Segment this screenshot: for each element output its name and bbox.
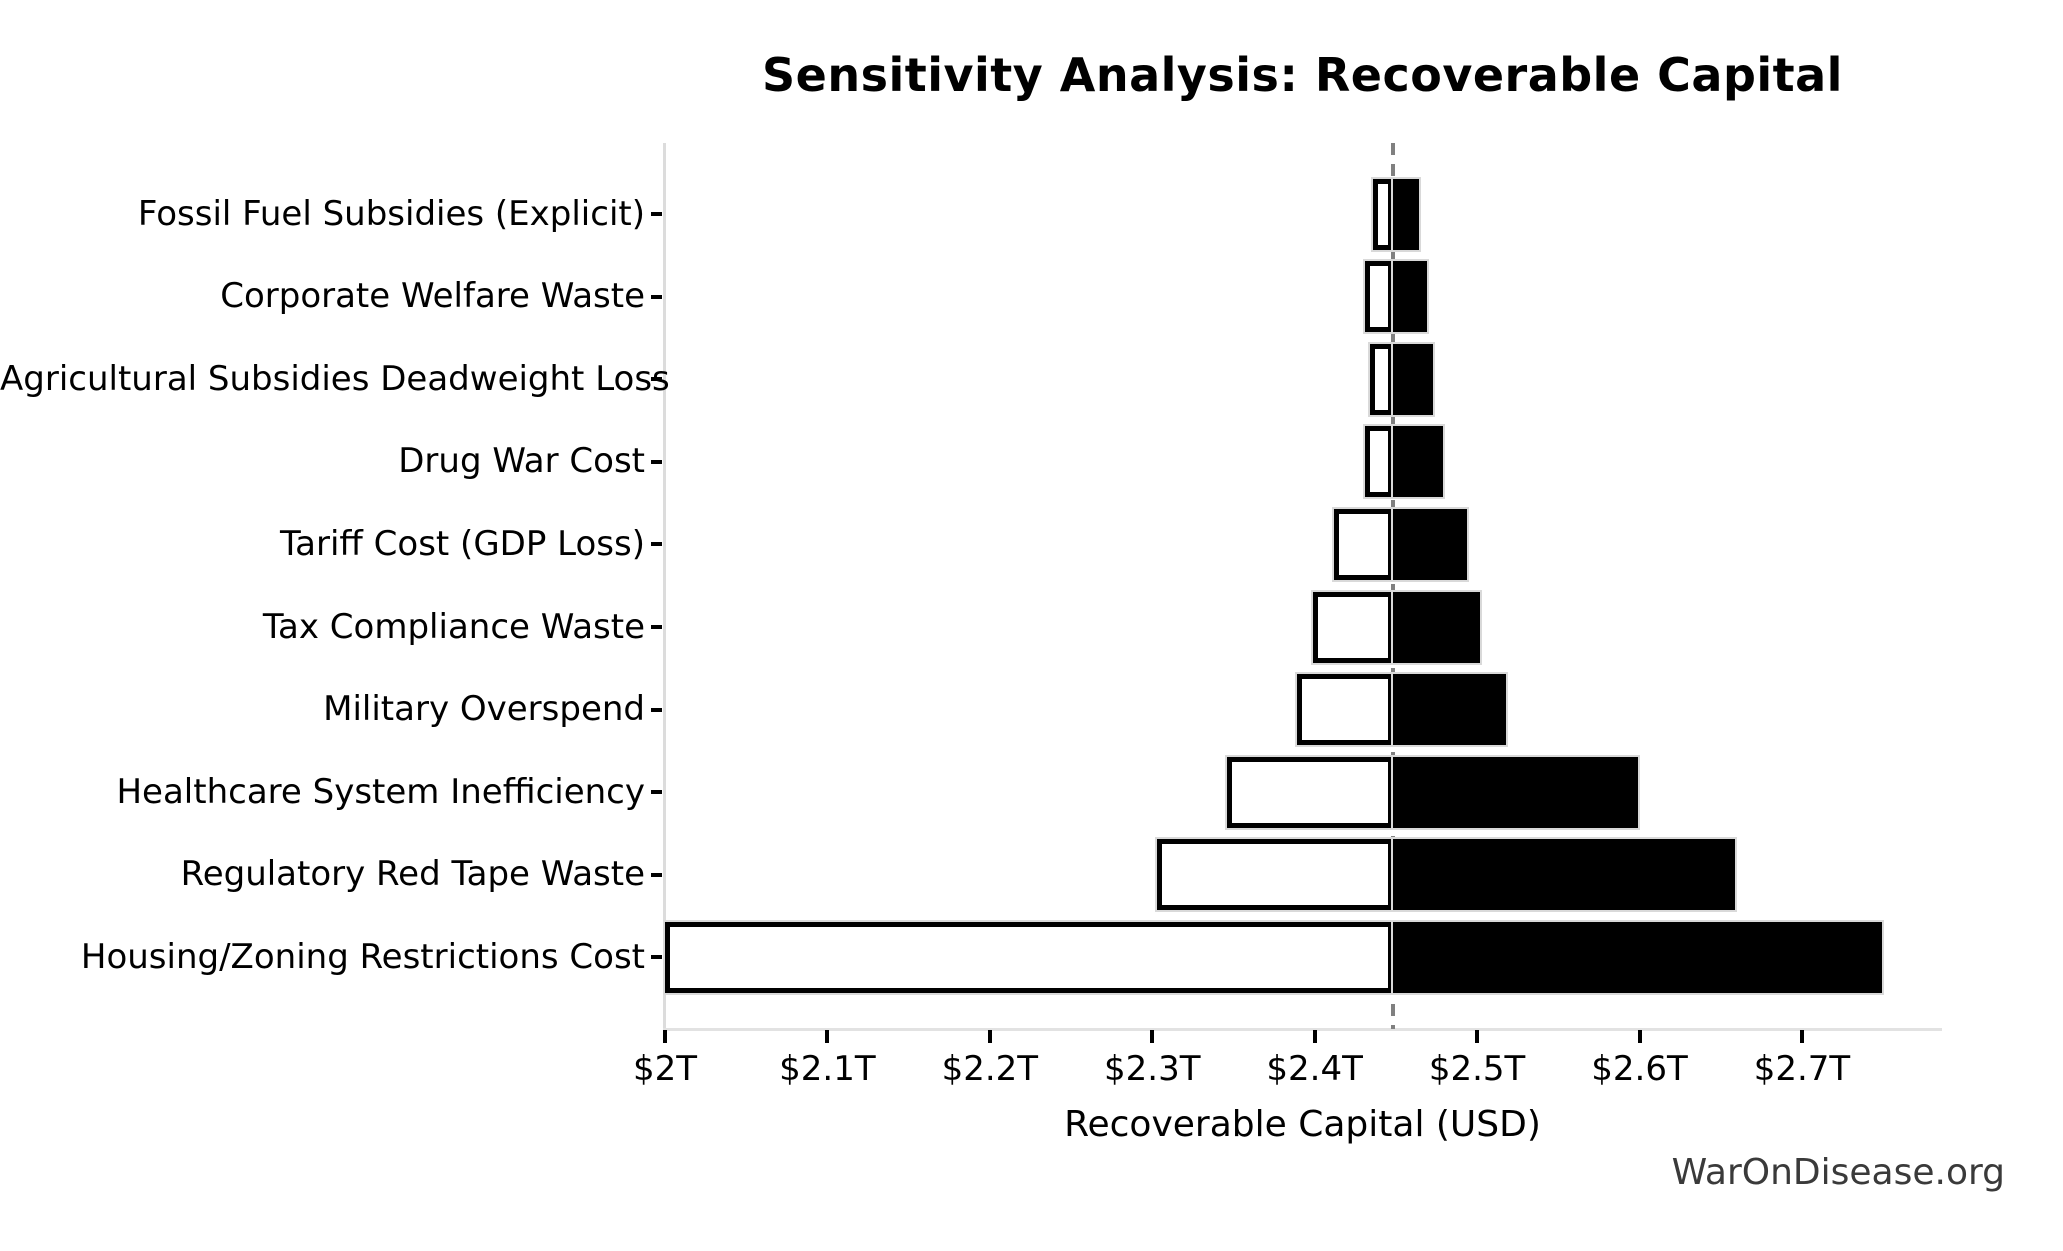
x-tick-mark [1637,1030,1642,1043]
y-tick-label: Tariff Cost (GDP Loss) [280,523,645,564]
bar-high [1392,839,1736,911]
y-tick-label: Housing/Zoning Restrictions Cost [80,936,645,977]
bar-high [1392,591,1481,663]
x-tick-mark [1150,1030,1155,1043]
y-tick-label: Military Overspend [323,689,645,730]
y-tick-mark [651,955,662,960]
bar-high [1392,178,1419,250]
bar-low [1373,178,1393,250]
x-tick-mark [1312,1030,1317,1043]
x-tick-label: $2.2T [941,1049,1039,1089]
x-tick-label: $2.6T [1591,1049,1688,1089]
y-tick-label: Corporate Welfare Waste [220,276,645,317]
x-tick-label: $2.1T [779,1049,876,1089]
watermark: WarOnDisease.org [1671,1152,2005,1193]
y-tick-mark [651,790,662,795]
y-tick-mark [651,542,662,547]
x-tick-mark [825,1030,830,1043]
bar-high [1392,343,1434,415]
y-tick-mark [651,459,662,464]
y-tick-mark [651,625,662,629]
bar-low [1369,343,1393,415]
y-axis-spine [663,143,666,1032]
bar-low [1365,261,1393,333]
bar-low [1226,756,1393,828]
bar-low [1334,508,1393,580]
x-tick-label: $2.5T [1428,1049,1526,1089]
y-tick-label: Healthcare System Inefficiency [116,771,645,812]
baseline-dashed-line [1390,143,1395,1029]
x-tick-mark [663,1030,667,1043]
bar-low [665,921,1393,993]
bar-high [1392,674,1507,746]
bar-high [1392,756,1638,828]
x-axis-spine [663,1028,1942,1031]
y-tick-mark [651,872,662,877]
y-tick-mark [651,377,662,382]
y-tick-label: Drug War Cost [398,441,645,482]
chart-title: Sensitivity Analysis: Recoverable Capita… [762,48,1843,102]
y-tick-mark [651,212,662,216]
x-tick-mark [1799,1030,1804,1043]
bar-low [1365,426,1393,498]
bar-high [1392,508,1468,580]
y-tick-mark [651,294,662,299]
x-tick-label: $2.3T [1104,1049,1201,1089]
bar-low [1296,674,1393,746]
y-tick-label: Tax Compliance Waste [262,606,645,647]
bar-high [1392,921,1882,993]
bar-high [1392,426,1443,498]
bar-low [1157,839,1393,911]
x-axis-title: Recoverable Capital (USD) [1064,1104,1541,1145]
y-tick-label: Regulatory Red Tape Waste [180,854,645,895]
y-tick-label: Agricultural Subsidies Deadweight Loss [0,358,670,399]
x-tick-mark [1475,1030,1480,1043]
x-tick-label: $2.7T [1753,1049,1851,1089]
x-tick-label: $2T [632,1049,698,1089]
y-tick-mark [651,707,662,712]
x-tick-mark [987,1030,992,1043]
bar-low [1313,591,1393,663]
bar-high [1392,261,1427,333]
x-tick-label: $2.4T [1266,1049,1363,1089]
y-tick-label: Fossil Fuel Subsidies (Explicit) [137,193,645,234]
